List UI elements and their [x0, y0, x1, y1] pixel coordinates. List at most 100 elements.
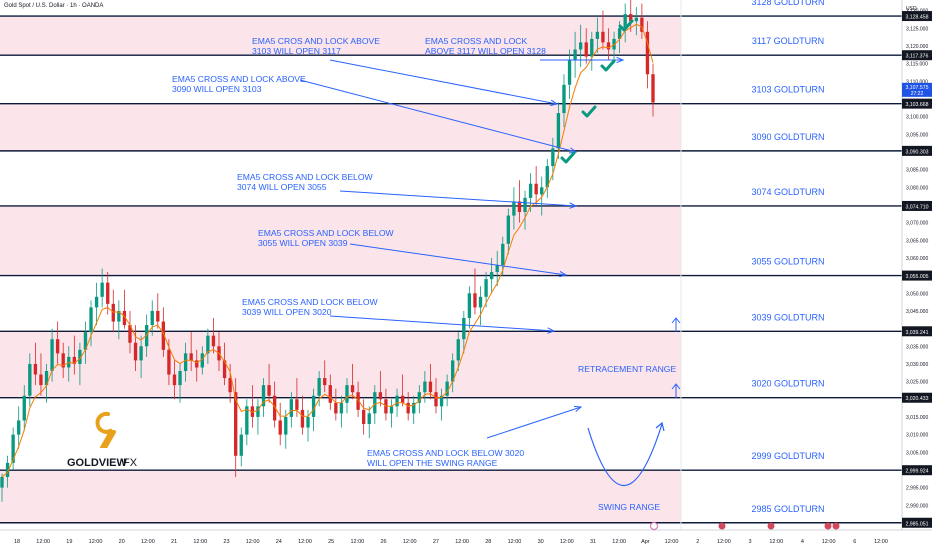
candle-body — [83, 332, 88, 350]
candle-body — [423, 381, 427, 393]
candle-body — [629, 14, 633, 22]
candle-body — [517, 201, 522, 212]
candle-body — [489, 272, 494, 280]
y-tick-label: 3,070.000 — [906, 221, 928, 227]
us-flag-icon[interactable] — [767, 522, 775, 530]
annotation-text: EMA5 CROSS AND LOCK BELOW — [242, 297, 379, 307]
x-tick-label: 12:00 — [769, 539, 783, 545]
annotation-text: EMA5 CROS AND LOCK ABOVE — [252, 36, 380, 46]
candle-body — [133, 342, 138, 361]
y-tick-label: 3,120.000 — [906, 44, 928, 50]
x-tick-label: Apr — [641, 539, 650, 545]
candle-body — [150, 310, 154, 326]
level-tag: 3,090.303 — [905, 149, 928, 155]
candle-body — [456, 339, 460, 361]
x-tick-label: 12:00 — [508, 539, 522, 545]
candle-body — [306, 416, 310, 428]
candle-body — [651, 74, 655, 103]
y-tick-label: 3,015.000 — [906, 415, 928, 421]
us-flag-icon[interactable] — [824, 522, 832, 530]
level-label: 3090 GOLDTURN — [751, 132, 824, 142]
candle-body — [17, 420, 21, 435]
us-flag-icon[interactable] — [832, 522, 840, 530]
x-tick-label: 27 — [433, 539, 439, 545]
y-tick-label: 3,035.000 — [906, 344, 928, 350]
level-tag: 3,055.005 — [905, 274, 928, 280]
x-tick-label: 26 — [380, 539, 386, 545]
candle-body — [606, 42, 611, 50]
ema-line — [1, 23, 654, 478]
y-tick-label: 2,995.000 — [906, 486, 928, 492]
candle-body — [106, 282, 110, 304]
x-tick-label: 12:00 — [298, 539, 312, 545]
annotation-text: ABOVE 3117 WILL OPEN 3128 — [425, 46, 546, 56]
currency-label: USD — [906, 6, 917, 12]
y-tick-label: 3,085.000 — [906, 168, 928, 174]
candle-body — [578, 42, 583, 50]
annotation-text: EMA5 CROSS AND LOCK — [425, 36, 527, 46]
level-tag: 2,985.051 — [905, 521, 928, 527]
check-icon — [581, 105, 597, 118]
candle-body — [406, 402, 410, 414]
x-tick-label: 24 — [276, 539, 282, 545]
x-tick-label: 12:00 — [403, 539, 417, 545]
candle-body — [562, 84, 566, 114]
x-tick-label: 12:00 — [665, 539, 679, 545]
y-tick-label: 3,095.000 — [906, 132, 928, 138]
candle-body — [44, 371, 49, 386]
candle-body — [361, 409, 366, 424]
event-icon[interactable] — [650, 522, 658, 530]
x-tick-label: 4 — [801, 539, 804, 545]
candle-body — [234, 392, 238, 456]
annotation-text: 3103 WILL OPEN 3117 — [252, 46, 341, 56]
level-label: 3020 GOLDTURN — [751, 379, 824, 389]
candle-body — [200, 353, 204, 368]
x-tick-label: 12:00 — [193, 539, 207, 545]
candle-body — [267, 385, 271, 396]
candle-body — [495, 265, 499, 273]
candle-body — [601, 31, 605, 43]
annotation-arrowhead — [550, 99, 559, 106]
candle-body — [623, 14, 627, 29]
annotation-text: WILL OPEN THE SWING RANGE — [367, 458, 498, 468]
candle-body — [439, 395, 444, 407]
level-label: 2999 GOLDTURN — [751, 451, 824, 461]
price-tags: 3,128.458 3,117.376 3,103.668 3,090.303 3,07… — [902, 11, 932, 528]
level-label: 2985 GOLDTURN — [751, 504, 824, 514]
y-tick-label: 3,010.000 — [906, 433, 928, 439]
candle-body — [400, 395, 405, 403]
us-flag-icon[interactable] — [718, 522, 726, 530]
level-lines: 3128 GOLDTURN 3117 GOLDTURN 3103 GOLDTURN 3… — [0, 0, 902, 524]
candle-body — [367, 413, 371, 424]
shaded-zone — [0, 470, 681, 523]
candle-body — [245, 406, 249, 435]
x-tick-label: 6 — [853, 539, 856, 545]
annotation-text: SWING RANGE — [598, 502, 660, 512]
candle-body — [55, 339, 60, 354]
x-tick-label: 12:00 — [612, 539, 626, 545]
annotation-text: 3090 WILL OPEN 3103 — [172, 84, 262, 94]
candle-body — [512, 201, 516, 216]
candle-body — [428, 381, 433, 393]
level-tag-bg — [902, 98, 932, 109]
y-tick-label: 3,125.000 — [906, 26, 928, 32]
level-tag: 3,074.710 — [905, 204, 928, 210]
annotation-arrow — [329, 59, 558, 105]
annotation-arrowhead — [573, 405, 583, 412]
x-tick-label: 21 — [171, 539, 177, 545]
candle-body — [206, 335, 210, 354]
retracement-arrowhead — [671, 383, 681, 390]
annotation-text: EMA5 CROSS AND LOCK BELOW — [237, 172, 374, 182]
check-icon — [618, 19, 634, 32]
candle-body — [467, 293, 472, 318]
x-tick-label: 12:00 — [874, 539, 888, 545]
y-tick-label: 3,080.000 — [906, 185, 928, 191]
x-tick-label: 20 — [119, 539, 125, 545]
level-label: 3128 GOLDTURN — [751, 0, 824, 7]
candle-body — [567, 60, 572, 85]
level-tag: 3,103.668 — [905, 102, 928, 108]
annotation-arrowhead — [547, 327, 556, 334]
candle-body — [183, 353, 188, 371]
annotation-arrowhead — [559, 270, 568, 278]
